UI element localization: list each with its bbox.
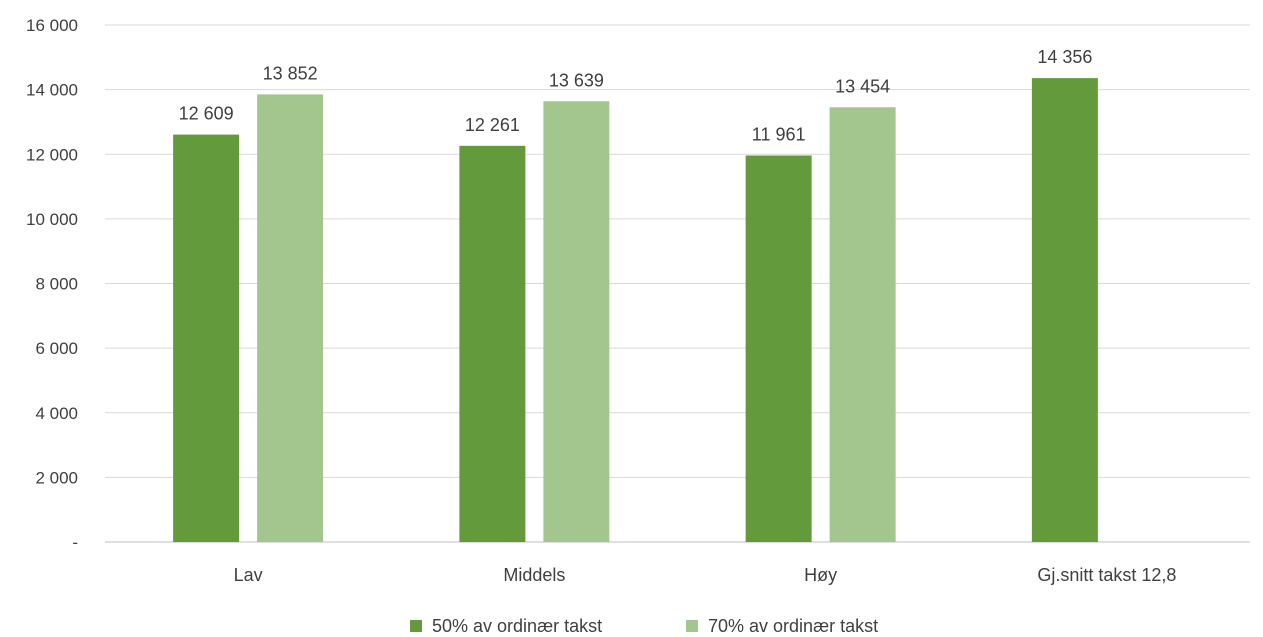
legend-swatch xyxy=(410,620,422,632)
data-label: 12 609 xyxy=(179,104,234,124)
legend-label: 70% av ordinær takst xyxy=(708,616,878,636)
data-label: 11 961 xyxy=(752,125,806,145)
bar-series-50pct-2 xyxy=(745,155,812,542)
x-axis-category-labels: Lav Middels Høy Gj.snitt takst 12,8 xyxy=(234,565,1177,585)
y-tick-label: 4 000 xyxy=(35,404,78,423)
y-tick-label: 14 000 xyxy=(26,81,78,100)
bar-series-50pct-3 xyxy=(1031,78,1098,542)
y-tick-label: 10 000 xyxy=(26,210,78,229)
y-tick-label: 16 000 xyxy=(26,16,78,35)
data-labels: 12 609 13 852 12 261 13 639 11 961 13 454 14 3… xyxy=(179,47,1093,144)
y-tick-label: 12 000 xyxy=(26,145,78,164)
data-label: 13 639 xyxy=(549,70,604,90)
y-tick-label: - xyxy=(72,533,78,552)
category-label: Lav xyxy=(234,565,263,585)
category-label: Middels xyxy=(503,565,565,585)
y-tick-label: 2 000 xyxy=(35,468,78,487)
bar-series-50pct-0 xyxy=(173,134,240,542)
legend-label: 50% av ordinær takst xyxy=(432,616,602,636)
bar-series-50pct-1 xyxy=(459,145,526,542)
y-tick-label: 6 000 xyxy=(35,339,78,358)
y-axis-tick-labels: - 2 000 4 000 6 000 8 000 10 000 12 000 14 000 1… xyxy=(26,16,78,552)
legend-swatch xyxy=(686,620,698,632)
y-tick-label: 8 000 xyxy=(35,275,78,294)
legend: 50% av ordinær takst 70% av ordinær takst xyxy=(410,616,878,636)
data-label: 13 454 xyxy=(835,76,890,96)
data-label: 12 261 xyxy=(465,115,520,135)
bar-series-70pct-1 xyxy=(543,101,610,543)
data-label: 14 356 xyxy=(1037,47,1092,67)
category-label: Gj.snitt takst 12,8 xyxy=(1037,565,1176,585)
bars xyxy=(173,78,1098,543)
category-label: Høy xyxy=(804,565,837,585)
bar-series-70pct-2 xyxy=(829,107,896,542)
bar-series-70pct-0 xyxy=(257,94,324,542)
data-label: 13 852 xyxy=(263,63,318,83)
